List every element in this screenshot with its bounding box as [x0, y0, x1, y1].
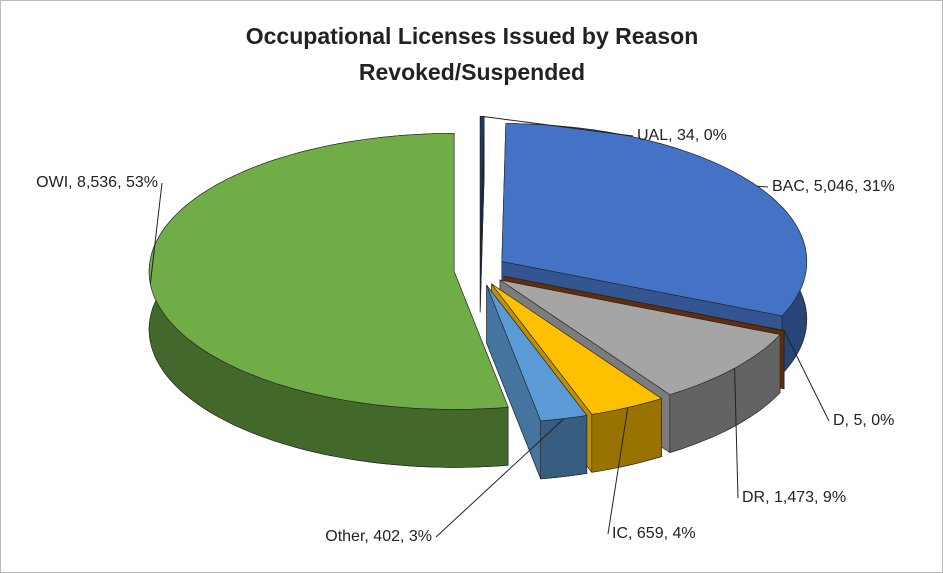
leader-line [607, 407, 629, 535]
data-label: DR, 1,473, 9% [742, 489, 846, 506]
data-label: UAL, 34, 0% [637, 127, 727, 144]
leader-line [757, 185, 769, 188]
leader-line [783, 330, 830, 422]
leader-line [734, 368, 739, 499]
slice [486, 284, 588, 480]
slice-top [486, 284, 588, 422]
leader-line [482, 115, 634, 137]
slice [148, 133, 509, 468]
data-label: BAC, 5,046, 31% [772, 178, 895, 195]
leader-line [435, 418, 565, 538]
chart-title: Revoked/Suspended [359, 59, 585, 85]
slice-side [540, 415, 588, 480]
slice-top [501, 123, 808, 317]
data-label: D, 5, 0% [833, 412, 894, 429]
slice [479, 116, 485, 313]
chart-title: Occupational Licenses Issued by Reason [246, 23, 699, 49]
data-label: OWI, 8,536, 53% [36, 174, 158, 191]
data-label: IC, 659, 4% [612, 525, 696, 542]
leader-line [149, 182, 163, 284]
data-label: Other, 402, 3% [325, 528, 432, 545]
